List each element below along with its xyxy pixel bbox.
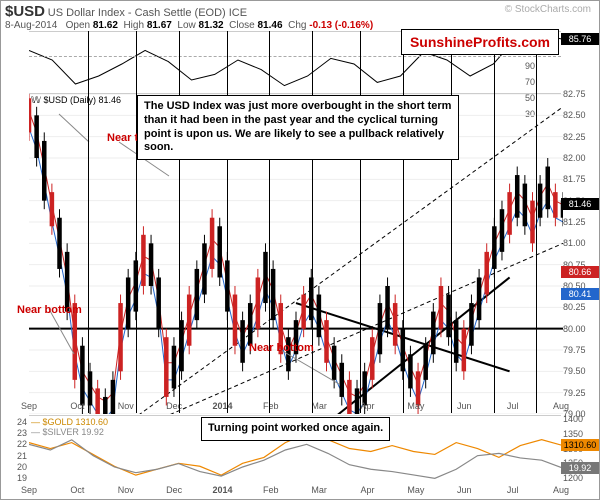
x-tick: Feb — [263, 485, 279, 495]
main-annotation-box: The USD Index was just more overbought i… — [137, 95, 459, 160]
x-tick: Sep — [21, 485, 37, 495]
price-legend: 𝕎 $USD (Daily) 81.46 — [31, 95, 121, 106]
near-bottom-label-2: Near bottom — [249, 342, 314, 354]
cycle-vline — [451, 31, 452, 413]
cycle-vline — [269, 31, 270, 413]
watermark: © StockCharts.com — [505, 4, 591, 15]
turning-point-box: Turning point worked once again. — [201, 417, 390, 441]
cycle-vline — [360, 31, 361, 413]
gold-silver-legend: — $GOLD 1310.60 — $SILVER 19.92 — [31, 417, 108, 437]
ohlc-row: 8-Aug-2014 Open 81.62 High 81.67 Low 81.… — [5, 20, 373, 31]
cycle-vline — [312, 31, 313, 413]
date: 8-Aug-2014 — [5, 20, 57, 31]
x-tick: Aug — [553, 401, 569, 411]
x-axis-mid: SepOctNovDec2014FebMarAprMayJunJulAug — [29, 401, 561, 415]
x-tick: Jun — [457, 485, 472, 495]
x-tick: Sep — [21, 401, 37, 411]
x-tick: Nov — [118, 401, 134, 411]
x-axis-bottom: SepOctNovDec2014FebMarAprMayJunJulAug — [29, 485, 561, 499]
cycle-vline — [88, 31, 89, 413]
x-tick: May — [407, 401, 424, 411]
near-bottom-label-1: Near bottom — [17, 304, 82, 316]
x-tick: Feb — [263, 401, 279, 411]
ticker-symbol: $USD — [5, 3, 45, 20]
cycle-vline — [536, 31, 537, 413]
x-tick: Oct — [70, 401, 84, 411]
cycle-vline — [227, 31, 228, 413]
x-tick: Nov — [118, 485, 134, 495]
x-tick: Aug — [553, 485, 569, 495]
cycle-vline — [403, 31, 404, 413]
x-tick: May — [407, 485, 424, 495]
stock-chart: $USD US Dollar Index - Cash Settle (EOD)… — [0, 0, 600, 500]
source-callout: SunshineProfits.com — [401, 29, 559, 55]
x-tick: Apr — [361, 485, 375, 495]
x-tick: Jul — [507, 401, 519, 411]
x-tick: Jun — [457, 401, 472, 411]
overbought-dash — [29, 56, 561, 57]
cycle-vline — [494, 31, 495, 413]
x-tick: Mar — [311, 485, 327, 495]
x-tick: 2014 — [212, 401, 232, 411]
chart-title: US Dollar Index - Cash Settle (EOD) ICE — [48, 7, 247, 19]
cycle-vline — [179, 31, 180, 413]
x-tick: Apr — [361, 401, 375, 411]
x-tick: 2014 — [212, 485, 232, 495]
x-tick: Dec — [166, 485, 182, 495]
x-tick: Jul — [507, 485, 519, 495]
x-tick: Oct — [70, 485, 84, 495]
x-tick: Mar — [311, 401, 327, 411]
x-tick: Dec — [166, 401, 182, 411]
chart-header: $USD US Dollar Index - Cash Settle (EOD)… — [5, 3, 595, 29]
cycle-vline — [136, 31, 137, 413]
